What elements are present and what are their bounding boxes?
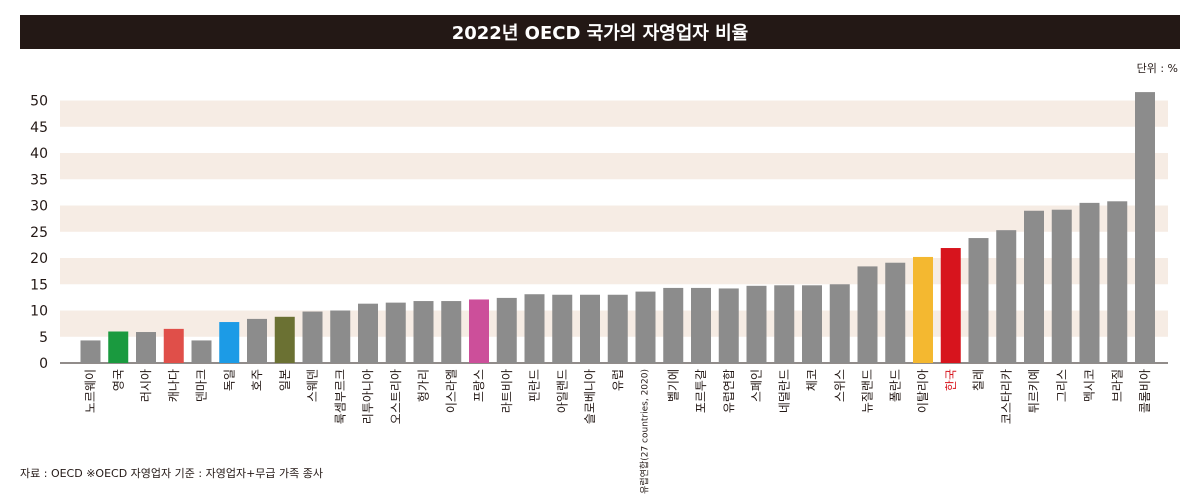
x-tick-label: 호주 (250, 369, 264, 391)
bar (607, 294, 628, 363)
bar (441, 301, 462, 363)
bar (580, 294, 600, 363)
x-tick-label: 유럽연합 (722, 369, 736, 413)
x-tick-label: 튀르키예 (1027, 369, 1041, 413)
bar (413, 301, 434, 363)
bar (829, 284, 850, 363)
bar (191, 340, 212, 363)
bar (385, 302, 406, 363)
x-tick-label: 칠레 (972, 369, 986, 391)
x-tick-label: 아일랜드 (555, 369, 569, 413)
chart-title: 2022년 OECD 국가의 자영업자 비율 (20, 15, 1180, 49)
y-tick-label: 0 (39, 356, 48, 372)
x-tick-label: 일본 (278, 369, 292, 391)
x-tick-label: 브라질 (1110, 369, 1124, 402)
bar (746, 285, 767, 363)
y-tick-label: 25 (30, 225, 48, 241)
x-tick-label: 그리스 (1055, 369, 1069, 402)
x-tick-label: 영국 (111, 369, 125, 391)
x-tick-label: 오스트리아 (389, 369, 403, 424)
grid-band (60, 153, 1168, 180)
x-tick-label: 코스타리카 (999, 369, 1013, 424)
x-tick-label: 독일 (222, 369, 236, 391)
y-tick-label: 40 (30, 146, 48, 162)
x-tick-label: 유럽 (611, 369, 625, 391)
x-tick-label: 스위스 (833, 369, 847, 402)
x-tick-label: 라트비아 (500, 369, 514, 413)
bar (857, 266, 878, 363)
x-tick-label: 러시아 (139, 369, 153, 402)
bar (469, 299, 489, 363)
unit-label: 단위 : % (1136, 62, 1178, 75)
y-tick-label: 20 (30, 251, 48, 267)
y-tick-label: 30 (30, 199, 48, 215)
source-note: 자료 : OECD ※OECD 자영업자 기준 : 자영업자+무급 가족 종사 (20, 467, 323, 480)
bar (219, 322, 240, 363)
bar (968, 238, 989, 363)
bar (80, 340, 101, 363)
x-tick-label: 프랑스 (472, 369, 486, 402)
x-tick-label: 한국 (944, 369, 958, 391)
bar (1135, 92, 1155, 363)
bar (274, 316, 295, 363)
bar (996, 230, 1017, 363)
bar (163, 328, 184, 363)
x-tick-label: 포르투갈 (694, 369, 708, 413)
bar (802, 285, 822, 363)
bar (524, 294, 545, 363)
x-tick-label: 멕시코 (1083, 369, 1097, 402)
x-tick-label: 네덜란드 (777, 369, 791, 413)
x-tick-label: 슬로베니아 (583, 369, 597, 424)
x-tick-label: 노르웨이 (84, 369, 98, 413)
x-tick-label: 이탈리아 (916, 369, 930, 413)
y-tick-label: 10 (30, 304, 48, 320)
bar (358, 303, 378, 363)
x-tick-label: 폴란드 (888, 369, 902, 402)
bar (663, 287, 684, 363)
x-tick-label: 벨기에 (666, 369, 680, 402)
bar (247, 318, 267, 363)
grid-band (60, 205, 1168, 232)
bar (635, 291, 656, 363)
bar (940, 248, 961, 363)
bar (552, 294, 573, 363)
x-tick-label: 덴마크 (195, 369, 209, 402)
bar (330, 310, 351, 363)
bar (1107, 201, 1128, 363)
x-tick-label: 룩셈부르크 (333, 369, 347, 424)
x-tick-label: 스페인 (750, 369, 764, 402)
bar (913, 256, 933, 363)
bar (496, 297, 517, 363)
x-tick-label: 핀란드 (528, 369, 542, 402)
x-tick-label: 리투아니아 (361, 369, 375, 424)
x-tick-label: 스웨덴 (306, 369, 320, 402)
y-tick-label: 45 (30, 120, 48, 136)
x-tick-label: 콜롬비아 (1138, 369, 1152, 413)
bar (718, 288, 739, 363)
y-tick-label: 35 (30, 172, 48, 188)
bar (1051, 209, 1072, 363)
x-tick-label: 뉴질랜드 (861, 369, 875, 413)
y-tick-label: 5 (39, 330, 48, 346)
x-tick-label: 체코 (805, 369, 819, 391)
bar (1024, 210, 1044, 363)
bar (108, 331, 129, 363)
bar (136, 332, 156, 363)
y-tick-label: 15 (30, 277, 48, 293)
bar (691, 287, 711, 363)
grid-band (60, 100, 1168, 127)
x-tick-label: 유럽연합(27 countries, 2020) (640, 369, 651, 494)
bar (885, 262, 906, 363)
bar (1079, 202, 1100, 363)
x-tick-label: 캐나다 (167, 369, 181, 402)
bar (774, 285, 795, 363)
y-tick-label: 50 (30, 94, 48, 110)
x-tick-label: 이스라엘 (444, 369, 458, 413)
bar (302, 311, 323, 363)
x-tick-label: 헝가리 (417, 369, 431, 402)
